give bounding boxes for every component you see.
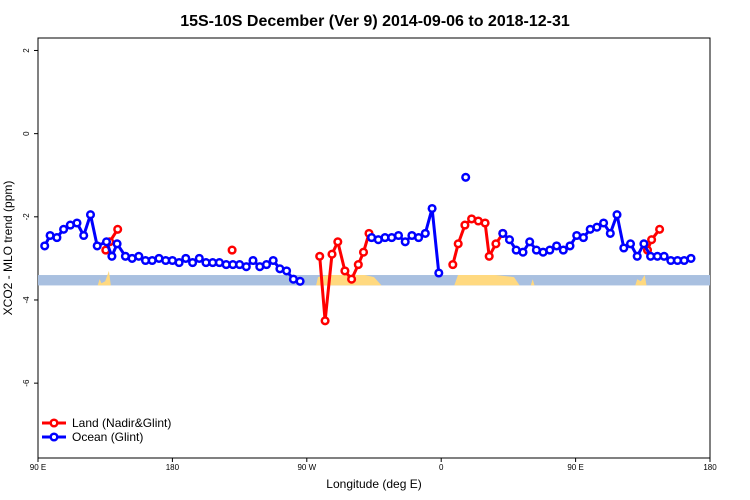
series-0-point-2-7 (358, 247, 369, 257)
series-1-point-0-23 (194, 253, 204, 263)
series-1-point-3-15 (599, 218, 609, 228)
series-1-point-3-12 (578, 233, 588, 243)
series-0-point-3-1 (453, 239, 463, 249)
series-1-point-0-20 (174, 258, 184, 268)
series-1-point-0-10 (107, 251, 117, 261)
y-axis: 2 0 -2 -4 -6 (22, 48, 38, 387)
series-1-point-3-1 (504, 235, 515, 245)
series-0-point-3-0 (448, 260, 458, 270)
x-axis-label: Longitude (deg E) (326, 477, 421, 491)
series-1-point-3-21 (639, 239, 649, 249)
y-tick-label-4: -6 (22, 379, 31, 387)
series-1-point-0-34 (268, 255, 278, 266)
series-1-point-0-5 (72, 218, 82, 228)
series-1-point-0-11 (112, 239, 122, 249)
y-tick-label-3: -4 (22, 296, 31, 304)
series-1-point-0-6 (79, 230, 89, 241)
series-1-point-0-14 (134, 251, 144, 261)
series-1-point-1-10 (434, 268, 444, 278)
y-tick-label-2: -2 (22, 213, 31, 221)
x-tick-label-2: 90 W (297, 463, 316, 472)
series-0-point-2-1 (320, 316, 330, 326)
x-axis: 90 E 180 90 W 0 90 E 180 (30, 458, 717, 472)
series-1-point-3-3 (518, 247, 528, 257)
chart-title: 15S-10S December (Ver 9) 2014-09-06 to 2… (180, 13, 570, 30)
series-1-point-3-14 (592, 222, 602, 232)
y-axis-label: XCO2 - MLO trend (ppm) (1, 181, 15, 316)
x-tick-label-0: 90 E (30, 463, 46, 472)
series-1-point-0-8 (92, 241, 102, 251)
series-0-point-3-6 (484, 251, 494, 261)
series-1-point-0-33 (261, 260, 272, 270)
legend-label-0: Land (Nadir&Glint) (72, 416, 171, 430)
legend-label-1: Ocean (Glint) (72, 430, 143, 444)
series-0-point-4-1 (647, 235, 657, 245)
x-tick-label-5: 180 (703, 463, 717, 472)
series-1-point-1-8 (420, 228, 430, 238)
series-1-point-0-30 (241, 262, 251, 272)
series-1 (40, 172, 696, 286)
series-1-point-0-38 (295, 276, 305, 286)
series-1-point-0-9 (101, 237, 112, 247)
series-1-point-0-31 (248, 255, 258, 266)
series-0-point-0-2 (113, 224, 123, 234)
series-1-point-3-0 (498, 228, 508, 238)
series-1-point-3-9 (558, 245, 568, 255)
series-1-point-0-21 (181, 253, 191, 263)
series-1-point-1-4 (393, 230, 404, 241)
series-1-line-0 (43, 213, 301, 283)
series-0-point-3-2 (460, 220, 470, 230)
series-0-point-2-5 (347, 274, 357, 284)
series-1-point-3-4 (525, 237, 535, 247)
x-tick-label-4: 90 E (567, 463, 583, 472)
series-1-point-1-7 (414, 233, 424, 243)
series-0-point-3-7 (491, 239, 501, 249)
series-1-point-3-28 (686, 253, 696, 263)
series-1-point-3-8 (552, 241, 562, 251)
series-1-point-0-2 (52, 233, 62, 243)
series-0-point-1-0 (227, 245, 237, 255)
series-1-point-0-7 (85, 210, 96, 220)
series-1-point-1-5 (400, 237, 410, 247)
series-0-point-2-0 (315, 251, 325, 261)
series-1-point-3-10 (565, 241, 575, 251)
series-layer (40, 172, 696, 326)
x-tick-label-3: 0 (439, 463, 444, 472)
series-1-point-3-19 (625, 239, 636, 249)
series-0-point-2-4 (340, 266, 350, 276)
series-1-point-1-9 (427, 203, 437, 214)
land-fill-shape-0 (97, 270, 111, 286)
legend-marker-0 (49, 418, 59, 428)
series-1-point-3-16 (605, 228, 615, 238)
plot-frame (37, 37, 711, 459)
series-1-point-0-36 (282, 266, 292, 276)
series-1-point-3-17 (612, 210, 622, 220)
series-1-point-0-3 (59, 224, 69, 234)
series-1-point-3-24 (659, 251, 669, 261)
land-fill-shape-3 (530, 279, 535, 286)
series-0-point-4-2 (655, 224, 665, 234)
land-fill-shape-2 (454, 275, 520, 286)
series-1-point-0-22 (188, 258, 198, 268)
series-1-point-2-0 (461, 172, 471, 182)
series-0-point-3-5 (480, 218, 490, 228)
series-1-point-3-18 (619, 243, 629, 253)
series-0-point-2-2 (327, 249, 337, 259)
series-1-point-3-7 (545, 245, 555, 255)
series-0-point-2-3 (333, 237, 343, 247)
series-1-point-0-0 (40, 241, 50, 251)
y-tick-label-1: 0 (22, 131, 31, 136)
legend-marker-1 (49, 432, 59, 442)
x-tick-label-1: 180 (166, 463, 180, 472)
legend: Land (Nadir&Glint)Ocean (Glint) (42, 416, 171, 444)
y-tick-label-0: 2 (22, 48, 31, 53)
land-fill-shape-4 (635, 275, 647, 286)
series-0-point-2-6 (353, 260, 363, 270)
series-1-point-3-20 (632, 251, 642, 261)
